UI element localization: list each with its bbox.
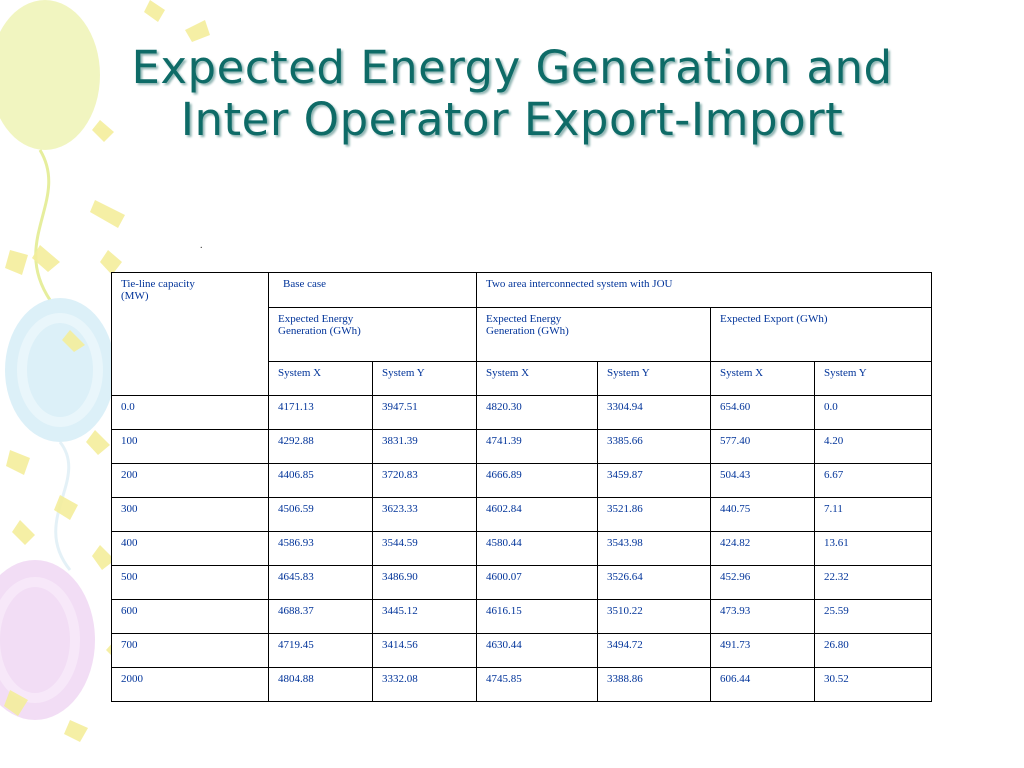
table-cell: 3414.56 [372, 633, 477, 668]
table-cell: 4666.89 [476, 463, 598, 498]
table-row: 100 4292.88 3831.39 4741.39 3385.66 577.40 4.2… [111, 429, 933, 464]
table-cell: 4.20 [813, 429, 933, 464]
table-cell: 4719.45 [268, 633, 373, 668]
table-header-row-3: System X System Y System X System Y Syst… [112, 361, 933, 396]
table-cell: 491.73 [710, 633, 815, 668]
table-cell: 400 [111, 531, 269, 566]
table-cell: 25.59 [813, 599, 933, 634]
title-line-1: Expected Energy Generation and [131, 41, 893, 94]
table-cell: 654.60 [710, 395, 815, 430]
table-cell: 4616.15 [476, 599, 598, 634]
purple-balloon-icon [0, 560, 95, 720]
table-cell: 200 [111, 463, 269, 498]
table-cell: 606.44 [710, 667, 815, 702]
col-header-tie-line: Tie-line capacity (MW) [111, 272, 269, 396]
table-row: 700 4719.45 3414.56 4630.44 3494.72 491.73 26.… [111, 633, 933, 668]
stray-mark: . [200, 240, 203, 251]
table-cell: 3831.39 [372, 429, 477, 464]
col-header-export-system-y: System Y [813, 361, 933, 396]
table-cell: 3304.94 [597, 395, 711, 430]
table-cell: 4745.85 [476, 667, 598, 702]
table-cell: 6.67 [813, 463, 933, 498]
table-cell: 26.80 [813, 633, 933, 668]
table-cell: 500 [111, 565, 269, 600]
table-row: 300 4506.59 3623.33 4602.84 3521.86 440.75 7.1… [111, 497, 933, 532]
table-cell: 3543.98 [597, 531, 711, 566]
table-header-row-2: Expected Energy Generation (GWh) Expecte… [112, 307, 933, 362]
col-header-base-generation: Expected Energy Generation (GWh) [268, 307, 477, 362]
table-cell: 3445.12 [372, 599, 477, 634]
table-cell: 3526.64 [597, 565, 711, 600]
table-cell: 4600.07 [476, 565, 598, 600]
table-cell: 30.52 [813, 667, 933, 702]
table-row: 600 4688.37 3445.12 4616.15 3510.22 473.93 25.… [111, 599, 933, 634]
table-cell: 100 [111, 429, 269, 464]
table-cell: 4741.39 [476, 429, 598, 464]
col-header-export-system-x: System X [710, 361, 815, 396]
table-cell: 3623.33 [372, 497, 477, 532]
table-cell: 22.32 [813, 565, 933, 600]
table-cell: 504.43 [710, 463, 815, 498]
table-cell: 4804.88 [268, 667, 373, 702]
table-row: 200 4406.85 3720.83 4666.89 3459.87 504.43 6.6… [111, 463, 933, 498]
col-header-gen-system-x: System X [476, 361, 598, 396]
table-cell: 4292.88 [268, 429, 373, 464]
table-cell: 4645.83 [268, 565, 373, 600]
table-cell: 4406.85 [268, 463, 373, 498]
table-cell: 3521.86 [597, 497, 711, 532]
col-header-expected-export: Expected Export (GWh) [709, 307, 933, 362]
table-row: 400 4586.93 3544.59 4580.44 3543.98 424.82 13.… [111, 531, 933, 566]
slide-title: Expected Energy Generation and Inter Ope… [40, 42, 984, 146]
col-header-two-area: Two area interconnected system with JOU [475, 272, 933, 308]
col-header-base-system-y: System Y [372, 361, 477, 396]
col-header-two-area-generation: Expected Energy Generation (GWh) [476, 307, 711, 362]
table-cell: 3947.51 [372, 395, 477, 430]
table-cell: 473.93 [710, 599, 815, 634]
table-cell: 0.0 [111, 395, 269, 430]
table-cell: 700 [111, 633, 269, 668]
table-cell: 600 [111, 599, 269, 634]
table-cell: 3494.72 [597, 633, 711, 668]
col-header-gen-system-y: System Y [597, 361, 711, 396]
table-cell: 13.61 [813, 531, 933, 566]
col-header-base-system-x: System X [268, 361, 373, 396]
table-cell: 4586.93 [268, 531, 373, 566]
table-cell: 7.11 [813, 497, 933, 532]
table-cell: 577.40 [710, 429, 815, 464]
table-cell: 2000 [111, 667, 269, 702]
table-cell: 4688.37 [268, 599, 373, 634]
col-header-base-case: Base case [268, 272, 477, 308]
balloon-string-icon [34, 149, 52, 301]
table-cell: 440.75 [710, 497, 815, 532]
table-cell: 3486.90 [372, 565, 477, 600]
table-row: 0.0 4171.13 3947.51 4820.30 3304.94 654.60 0.0 [111, 395, 933, 430]
yellow-balloon-icon [0, 0, 100, 150]
table-cell: 3332.08 [372, 667, 477, 702]
table-cell: 3720.83 [372, 463, 477, 498]
table-cell: 3385.66 [597, 429, 711, 464]
table-cell: 452.96 [710, 565, 815, 600]
table-cell: 4580.44 [476, 531, 598, 566]
table-row: 500 4645.83 3486.90 4600.07 3526.64 452.96 22.… [111, 565, 933, 600]
table-cell: 3388.86 [597, 667, 711, 702]
table-cell: 3544.59 [372, 531, 477, 566]
table-cell: 4506.59 [268, 497, 373, 532]
table-cell: 300 [111, 497, 269, 532]
table-header-row-1: Tie-line capacity (MW) Base case Two are… [111, 272, 933, 396]
table-cell: 3510.22 [597, 599, 711, 634]
title-line-2: Inter Operator Export-Import [180, 93, 844, 146]
table-cell: 0.0 [813, 395, 933, 430]
table-cell: 3459.87 [597, 463, 711, 498]
table-row: 2000 4804.88 3332.08 4745.85 3388.86 606.44 30… [111, 667, 933, 702]
table-cell: 4171.13 [268, 395, 373, 430]
table-cell: 4820.30 [476, 395, 598, 430]
table-cell: 424.82 [710, 531, 815, 566]
table-cell: 4602.84 [476, 497, 598, 532]
table-cell: 4630.44 [476, 633, 598, 668]
energy-table: Tie-line capacity (MW) Base case Two are… [111, 272, 933, 702]
